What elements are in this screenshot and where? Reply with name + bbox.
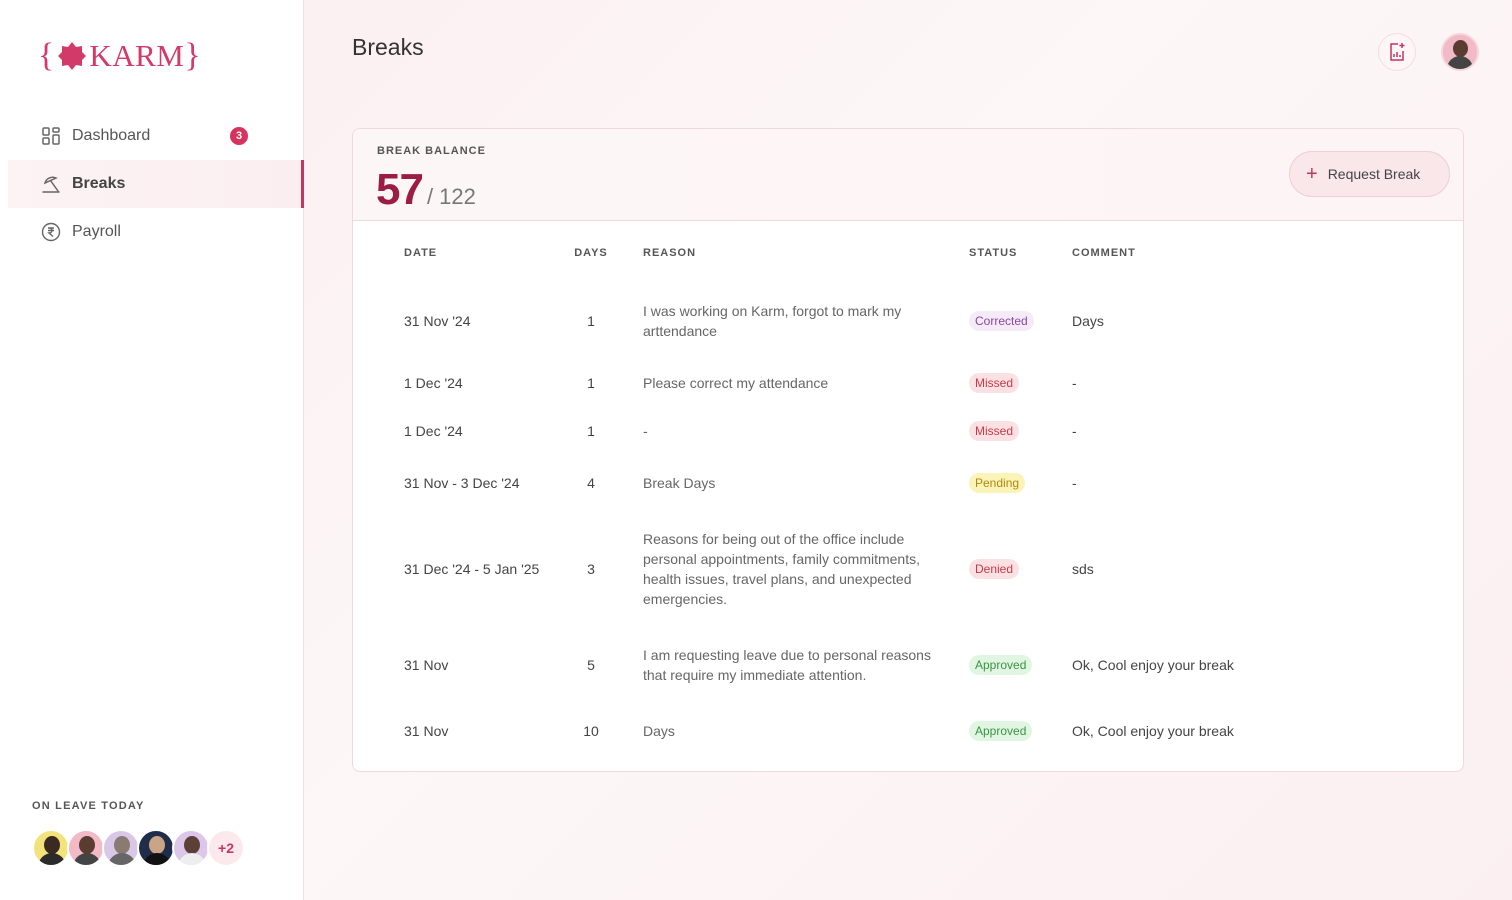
cell-date: 31 Dec '24 - 5 Jan '25 — [404, 561, 540, 577]
cell-days: 1 — [587, 423, 595, 439]
table-header-row: DATE DAYS REASON STATUS COMMENT — [353, 221, 1463, 285]
break-balance-value: 57 / 122 — [376, 165, 476, 215]
cell-comment: Days — [1072, 313, 1104, 329]
cell-days: 10 — [583, 723, 599, 739]
cell-comment: - — [1072, 475, 1077, 491]
column-header-reason[interactable]: REASON — [643, 247, 697, 259]
cell-reason: Break Days — [643, 475, 716, 491]
status-badge: Pending — [969, 473, 1026, 493]
karm-logo[interactable]: { KARM } — [38, 38, 201, 74]
table-row[interactable]: 31 Nov 5 I am requesting leave due to pe… — [353, 625, 1463, 705]
cell-date: 31 Nov - 3 Dec '24 — [404, 475, 520, 491]
status-badge: Approved — [969, 655, 1033, 675]
user-avatar[interactable] — [1441, 33, 1479, 71]
page-title: Breaks — [352, 34, 424, 60]
table-row[interactable]: 31 Nov - 3 Dec '24 4 Break Days Pending … — [353, 453, 1463, 513]
status-badge: Missed — [969, 373, 1020, 393]
cell-comment: Ok, Cool enjoy your break — [1072, 657, 1234, 673]
cell-days: 5 — [587, 657, 595, 673]
request-break-button[interactable]: + Request Break — [1289, 151, 1450, 197]
sidebar: { KARM } Dashboard 3 Breaks — [0, 0, 304, 900]
cell-date: 1 Dec '24 — [404, 423, 463, 439]
balance-total: / 122 — [426, 184, 476, 209]
notification-badge: 3 — [230, 127, 248, 145]
cell-date: 31 Nov '24 — [404, 313, 471, 329]
table-row[interactable]: 31 Nov '24 1 I was working on Karm, forg… — [353, 285, 1463, 357]
cell-comment: Ok, Cool enjoy your break — [1072, 723, 1234, 739]
status-badge: Missed — [969, 421, 1020, 441]
column-header-days[interactable]: DAYS — [574, 247, 608, 259]
cell-reason: I was working on Karm, forgot to mark my… — [643, 303, 902, 339]
avatar[interactable] — [67, 829, 105, 867]
cell-comment: - — [1072, 423, 1077, 439]
beach-umbrella-icon — [40, 173, 62, 195]
cell-reason: Reasons for being out of the office incl… — [643, 531, 920, 607]
avatar[interactable] — [172, 829, 210, 867]
sidebar-item-dashboard[interactable]: Dashboard 3 — [8, 112, 304, 160]
cell-reason: Please correct my attendance — [643, 375, 829, 391]
sidebar-item-label: Breaks — [72, 175, 126, 192]
cell-reason: I am requesting leave due to personal re… — [643, 647, 931, 683]
flower-logo-icon — [58, 42, 87, 70]
logo-brace-close: } — [184, 37, 201, 74]
request-break-label: Request Break — [1327, 166, 1421, 182]
more-avatars-count[interactable]: +2 — [207, 829, 245, 867]
sidebar-item-label: Payroll — [72, 223, 121, 240]
sidebar-nav: Dashboard 3 Breaks Payroll — [8, 112, 304, 256]
status-badge: Corrected — [969, 311, 1034, 331]
cell-reason: Days — [643, 723, 675, 739]
cell-days: 1 — [587, 313, 595, 329]
table-row[interactable]: 1 Dec '24 1 - Missed - — [353, 409, 1463, 453]
cell-date: 31 Nov — [404, 657, 449, 673]
breaks-card: BREAK BALANCE 57 / 122 + Request Break D… — [352, 128, 1464, 772]
plus-icon: + — [1306, 163, 1318, 185]
status-badge: Approved — [969, 721, 1033, 741]
table-row[interactable]: 31 Nov 10 Days Approved Ok, Cool enjoy y… — [353, 705, 1463, 757]
on-leave-avatars: +2 — [32, 829, 245, 867]
status-badge: Denied — [969, 559, 1020, 579]
rupee-icon — [40, 221, 62, 243]
table-row[interactable]: 31 Dec '24 - 5 Jan '25 3 Reasons for bei… — [353, 513, 1463, 625]
column-header-comment[interactable]: COMMENT — [1072, 247, 1136, 259]
report-button[interactable] — [1378, 33, 1416, 71]
cell-days: 1 — [587, 375, 595, 391]
cell-comment: sds — [1072, 561, 1094, 577]
cell-date: 1 Dec '24 — [404, 375, 463, 391]
sidebar-item-breaks[interactable]: Breaks — [8, 160, 304, 208]
document-sparkle-icon — [1390, 43, 1405, 61]
logo-wordmark: KARM — [89, 38, 185, 73]
avatar[interactable] — [32, 829, 70, 867]
grid-icon — [40, 125, 62, 147]
avatar[interactable] — [102, 829, 140, 867]
break-balance-header: BREAK BALANCE 57 / 122 + Request Break — [353, 129, 1463, 221]
cell-days: 3 — [587, 561, 595, 577]
avatar[interactable] — [137, 829, 175, 867]
sidebar-item-payroll[interactable]: Payroll — [8, 208, 304, 256]
sidebar-item-label: Dashboard — [72, 127, 151, 144]
cell-date: 31 Nov — [404, 723, 449, 739]
column-header-status[interactable]: STATUS — [969, 247, 1018, 259]
balance-remaining: 57 — [376, 165, 424, 214]
breaks-table: DATE DAYS REASON STATUS COMMENT 31 Nov '… — [353, 221, 1463, 757]
cell-comment: - — [1072, 375, 1077, 391]
break-balance-label: BREAK BALANCE — [377, 145, 486, 157]
table-row[interactable]: 1 Dec '24 1 Please correct my attendance… — [353, 357, 1463, 409]
on-leave-title: ON LEAVE TODAY — [32, 800, 145, 812]
cell-days: 4 — [587, 475, 595, 491]
cell-reason: - — [643, 423, 648, 439]
main-content: Breaks BREAK BALANCE 57 / 122 + Request … — [304, 0, 1512, 900]
logo-brace-open: { — [38, 37, 55, 74]
column-header-date[interactable]: DATE — [404, 247, 438, 259]
